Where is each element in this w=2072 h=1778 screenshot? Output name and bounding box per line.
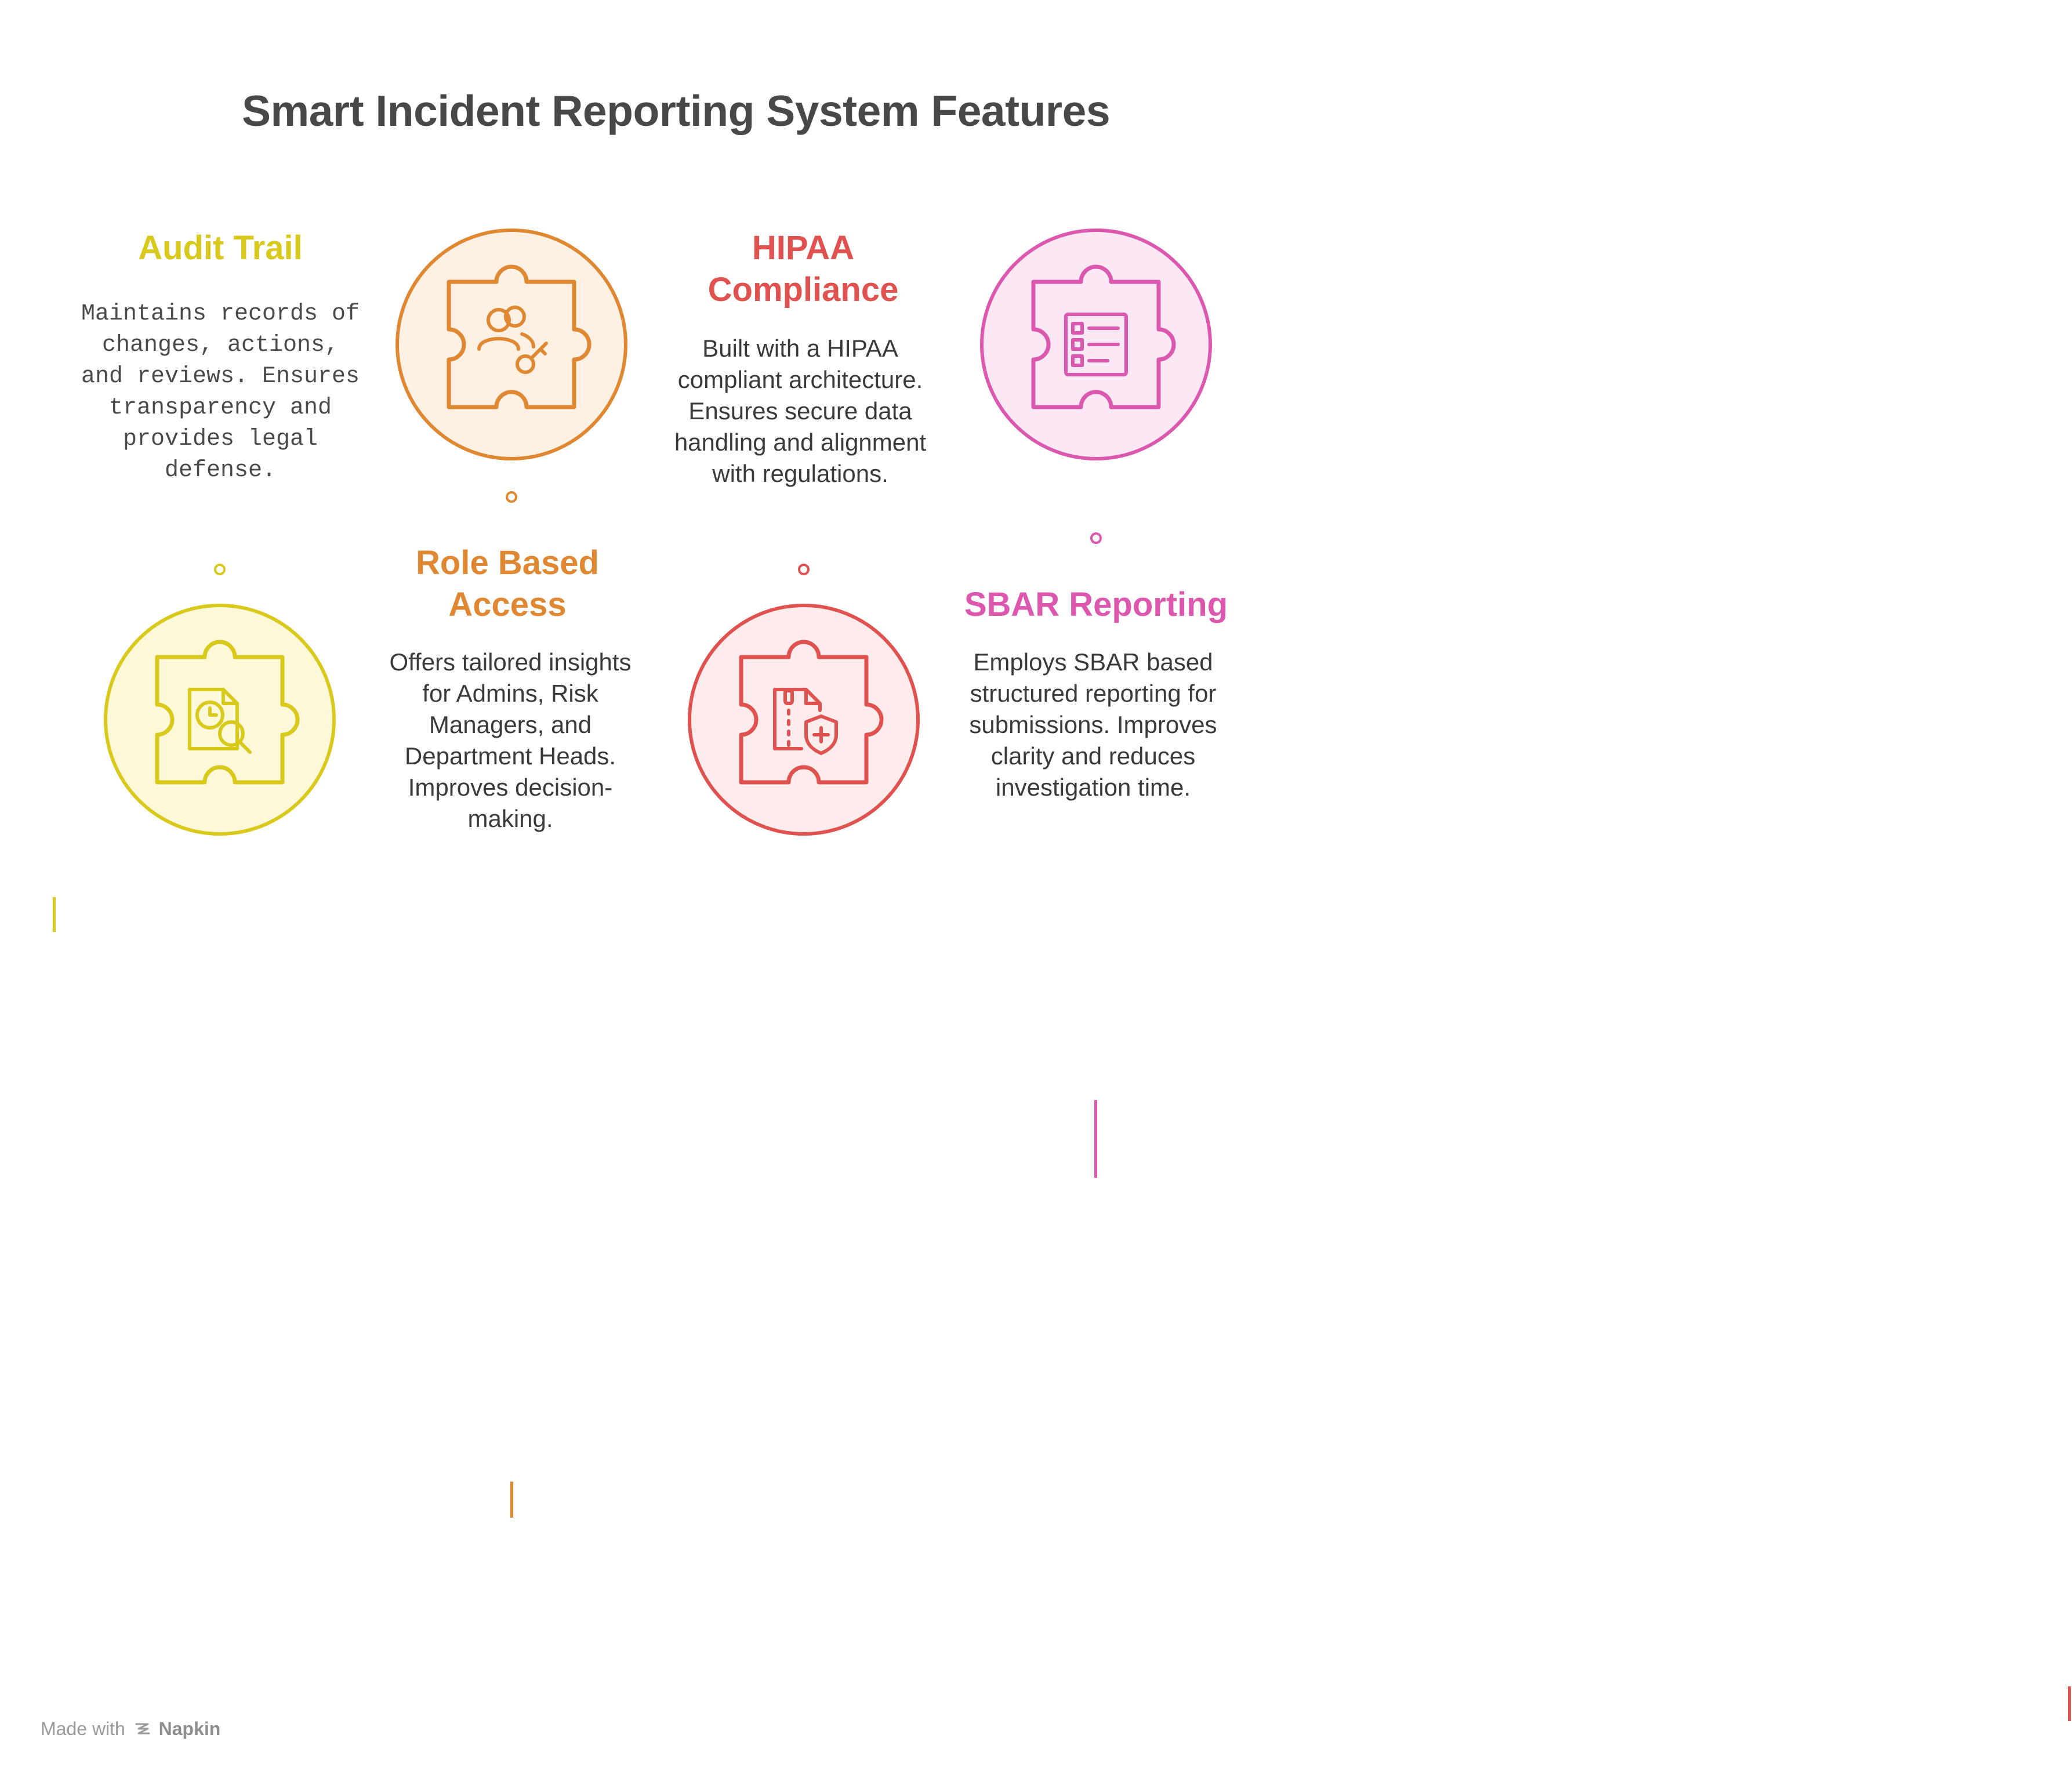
connector-dot-sbar-reporting [1090,532,1102,544]
napkin-brand-label: Napkin [158,1718,221,1739]
checklist-form-icon [1064,313,1128,376]
made-with-label: Made with [41,1718,125,1739]
feature-title-audit-trail: Audit Trail [138,229,303,267]
users-key-icon [477,306,548,374]
marker-line-sbar-reporting [1094,1100,1097,1178]
puzzle-piece-icon [447,264,592,409]
feature-description-audit-trail: Maintains records of changes, actions, a… [81,301,360,484]
puzzle-piece-icon [739,640,884,785]
made-with-napkin-footer[interactable]: Made with Napkin [41,1718,220,1740]
feature-title-sbar-reporting: SBAR Reporting [964,586,1228,623]
feature-title-role-based-access: Role Based Access [416,544,599,623]
puzzle-piece-icon [1031,264,1176,409]
marker-line-role-based-access [510,1482,513,1518]
feature-title-hipaa-compliance: HIPAA Compliance [707,229,899,309]
napkin-logo-icon [135,1723,150,1735]
marker-line-audit-trail [53,897,56,932]
document-clock-search-icon [188,688,252,754]
connector-dot-role-based-access [506,491,517,503]
feature-description-role-based-access: Offers tailored insights for Admins, Ris… [389,648,632,832]
zip-file-shield-icon [773,688,838,755]
puzzle-piece-icon [155,640,300,785]
feature-circle-role-based-access [394,227,629,462]
page-title: Smart Incident Reporting System Features [242,86,1111,135]
connector-dot-hipaa-compliance [798,564,810,575]
feature-circle-sbar-reporting [979,227,1213,462]
connector-dot-audit-trail [214,564,226,575]
feature-circle-audit-trail [103,603,337,837]
feature-description-sbar-reporting: Employs SBAR based structured reporting … [969,648,1217,801]
feature-circle-hipaa-compliance [687,603,921,837]
feature-description-hipaa-compliance: Built with a HIPAA compliant architectur… [674,335,927,487]
marker-line-hipaa-compliance [2068,1686,2071,1721]
